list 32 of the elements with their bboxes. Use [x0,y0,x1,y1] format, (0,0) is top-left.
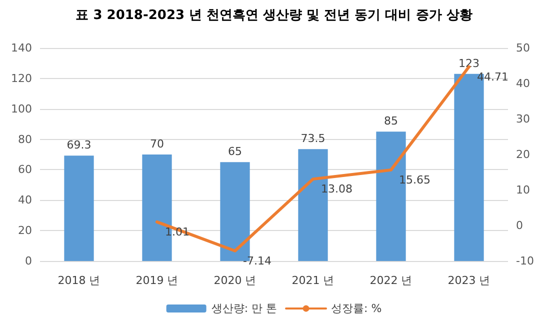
x-tick-label: 2023 년 [448,274,490,287]
y-tick-label: 80 [18,132,32,146]
y2-tick-label: 50 [516,42,530,54]
y-tick-label: 140 [11,42,32,54]
x-tick-label: 2022 년 [370,274,412,287]
y-tick-label: 0 [25,254,32,268]
y-tick-label: 40 [18,194,32,207]
data-label: 70 [150,138,164,150]
data-label: 65 [228,145,242,158]
chart-title: 표 3 2018-2023 년 천연흑연 생산량 및 전년 동기 대비 증가 상황 [76,8,472,23]
y-tick-label: 60 [18,163,32,176]
data-label: 69.3 [66,138,92,152]
y-tick-label: 20 [18,224,32,238]
y-tick-label: 100 [11,102,32,116]
data-label: -7.14 [243,254,272,268]
bar [64,156,94,261]
data-label: 1.01 [165,225,190,238]
y2-tick-label: 30 [516,112,530,126]
data-label: 85 [384,114,398,128]
y2-tick-label: 40 [516,77,530,90]
x-tick-label: 2020 년 [214,274,256,287]
data-label: 73.5 [300,132,326,146]
y2-tick-label: 0 [516,219,523,232]
y2-tick-label: -10 [516,254,534,268]
x-tick-label: 2021 년 [292,274,334,287]
y2-tick-label: 20 [516,148,530,161]
y2-tick-label: 10 [516,184,530,196]
x-tick-label: 2019 년 [136,274,178,287]
x-tick-label: 2018 년 [58,274,100,287]
y-tick-label: 120 [11,72,32,85]
legend-label: 생산량: 만 톤 [211,302,278,315]
legend-label: 성장률: % [331,302,382,315]
